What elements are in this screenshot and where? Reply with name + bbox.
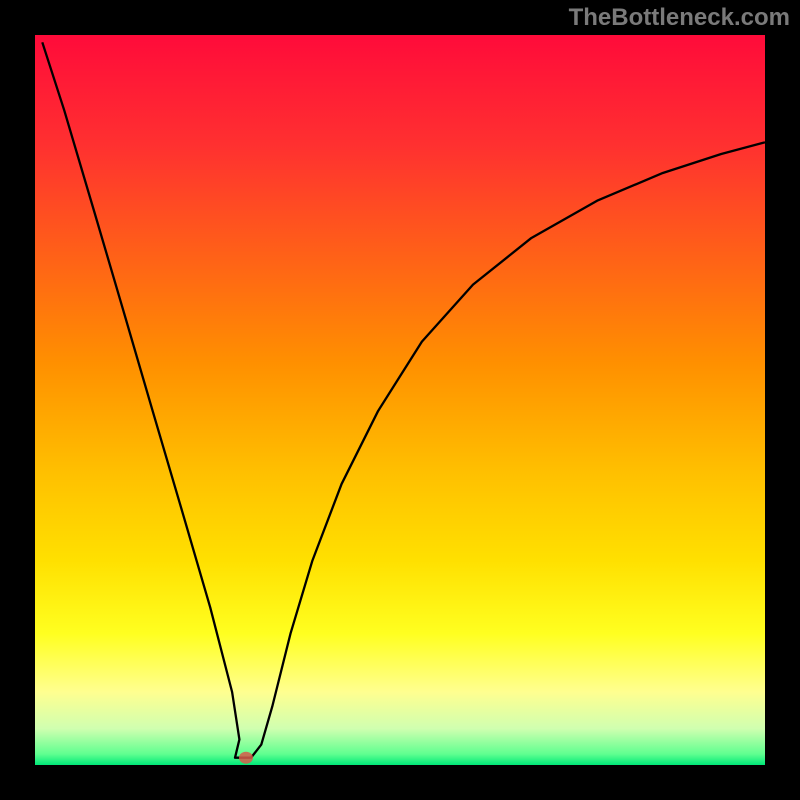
watermark-text: TheBottleneck.com — [569, 4, 790, 32]
minimum-marker — [239, 752, 253, 764]
gradient-background — [35, 35, 765, 765]
chart-svg — [35, 35, 765, 765]
plot-area — [35, 35, 765, 765]
chart-container: TheBottleneck.com — [0, 0, 800, 800]
